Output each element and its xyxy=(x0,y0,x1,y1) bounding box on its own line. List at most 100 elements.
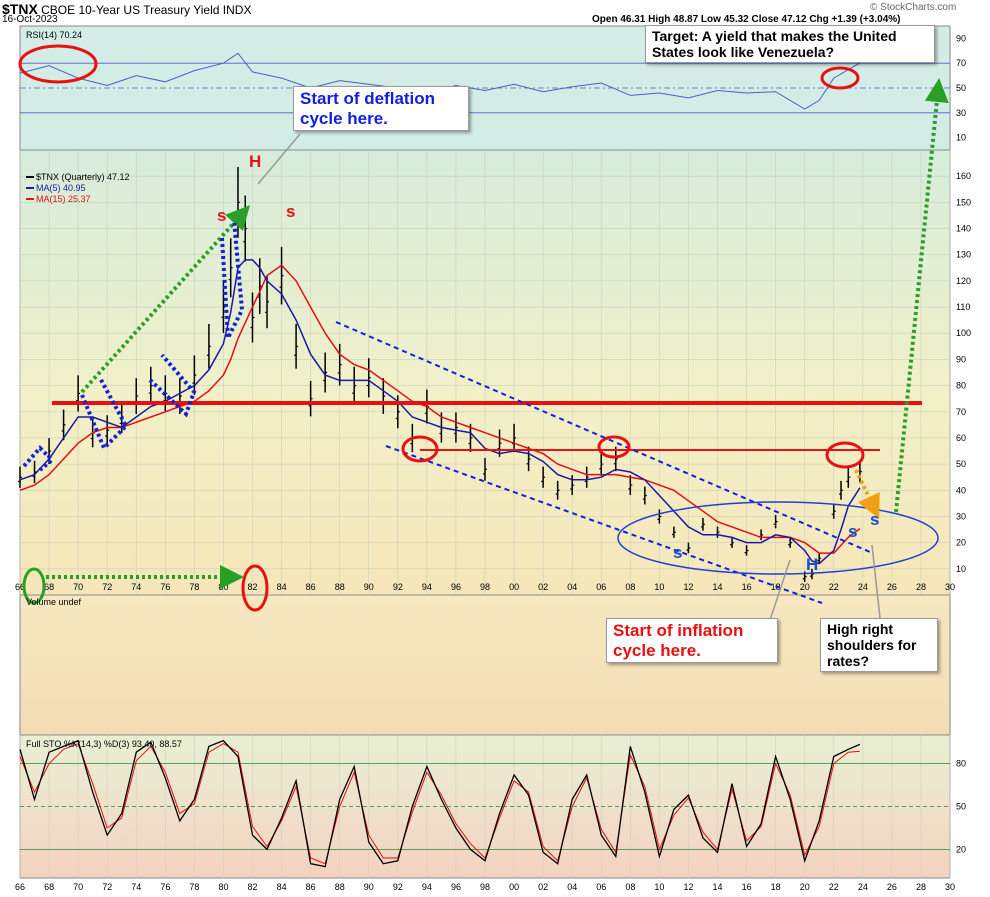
price-x-tick: 20 xyxy=(800,582,810,592)
price-x-tick: 10 xyxy=(654,582,664,592)
sto-y-tick: 50 xyxy=(956,802,966,812)
price-x-tick: 86 xyxy=(306,582,316,592)
circle-2007 xyxy=(597,435,631,459)
flag-1980 xyxy=(220,219,245,346)
symbol-name: CBOE 10-Year US Treasury Yield INDX xyxy=(41,3,252,17)
inflation-text: Start of inflation cycle here. xyxy=(613,621,744,660)
price-y-tick: 60 xyxy=(956,433,966,443)
inv-right-shoulder-label: s xyxy=(848,522,858,541)
right-shoulder-label: s xyxy=(286,202,296,221)
rsi-circle-left xyxy=(18,44,98,84)
circle-2023 xyxy=(825,441,865,469)
price-x-tick: 88 xyxy=(335,582,345,592)
rsi-y-tick: 50 xyxy=(956,83,966,93)
shoulders-callout: High right shoulders for rates? xyxy=(820,618,938,673)
price-y-tick: 160 xyxy=(956,171,971,181)
price-x-tick: 28 xyxy=(916,582,926,592)
sto-title: Full STO %K(14,3) %D(3) 93.40, 88.57 xyxy=(26,739,182,749)
sto-x-tick: 90 xyxy=(364,882,374,892)
sto-x-tick: 92 xyxy=(393,882,403,892)
inflation-callout: Start of inflation cycle here. xyxy=(606,618,778,664)
sto-x-tick: 00 xyxy=(509,882,519,892)
price-y-tick: 110 xyxy=(956,302,970,312)
price-y-tick: 140 xyxy=(956,224,971,234)
orange-arrow-down xyxy=(854,469,880,519)
price-y-tick: 100 xyxy=(956,328,971,338)
price-x-tick: 96 xyxy=(451,582,461,592)
sto-x-tick: 26 xyxy=(887,882,897,892)
price-x-tick: 68 xyxy=(44,582,54,592)
sto-x-tick: 78 xyxy=(189,882,199,892)
rsi-y-tick: 30 xyxy=(956,108,966,118)
sto-x-tick: 88 xyxy=(335,882,345,892)
price-x-tick: 90 xyxy=(364,582,374,592)
price-x-tick: 92 xyxy=(393,582,403,592)
sto-x-tick: 24 xyxy=(858,882,868,892)
price-x-tick: 66 xyxy=(15,582,25,592)
inv-left-shoulder-label: s xyxy=(673,543,683,562)
price-y-tick: 50 xyxy=(956,459,966,469)
flag-1967 xyxy=(22,445,55,472)
watermark: © StockCharts.com xyxy=(870,2,957,13)
price-y-tick: 90 xyxy=(956,354,966,364)
target-text: Target: A yield that makes the United St… xyxy=(652,28,897,61)
rsi-circle-right xyxy=(820,66,860,90)
sto-x-tick: 72 xyxy=(102,882,112,892)
sto-x-tick: 70 xyxy=(73,882,83,892)
price-y-tick: 30 xyxy=(956,511,966,521)
sto-x-tick: 10 xyxy=(654,882,664,892)
channel-upper xyxy=(335,321,871,553)
price-x-tick: 02 xyxy=(538,582,548,592)
price-y-tick: 70 xyxy=(956,407,966,417)
stochastic-layer xyxy=(19,739,950,868)
price-x-tick: 26 xyxy=(887,582,897,592)
price-x-tick: 84 xyxy=(277,582,287,592)
price-x-tick: 82 xyxy=(248,582,258,592)
rsi-y-tick: 10 xyxy=(956,133,966,143)
sto-x-tick: 12 xyxy=(683,882,693,892)
flag-1975 xyxy=(148,353,197,418)
annotation-layer xyxy=(18,44,949,621)
sto-x-tick: 84 xyxy=(277,882,287,892)
sto-x-tick: 28 xyxy=(916,882,926,892)
date: 16-Oct-2023 xyxy=(2,14,58,25)
sto-x-tick: 68 xyxy=(44,882,54,892)
sto-x-tick: 30 xyxy=(945,882,955,892)
volume-title: Volume undef xyxy=(26,597,82,607)
sto-x-tick: 02 xyxy=(538,882,548,892)
price-x-tick: 70 xyxy=(73,582,83,592)
sto-x-tick: 06 xyxy=(596,882,606,892)
price-x-tick: 30 xyxy=(945,582,955,592)
target-callout: Target: A yield that makes the United St… xyxy=(645,25,935,64)
price-x-tick: 00 xyxy=(509,582,519,592)
sto-x-tick: 98 xyxy=(480,882,490,892)
price-x-tick: 16 xyxy=(742,582,752,592)
sto-x-tick: 76 xyxy=(160,882,170,892)
sto-y-tick: 80 xyxy=(956,759,966,769)
price-x-tick: 04 xyxy=(567,582,577,592)
price-legend-entry: MA(15) 25.37 xyxy=(36,194,91,204)
flag-1970 xyxy=(80,377,129,452)
ma15-line xyxy=(19,264,861,554)
price-x-tick: 94 xyxy=(422,582,432,592)
price-x-tick: 78 xyxy=(189,582,199,592)
circle-1966 xyxy=(22,567,46,605)
circle-1994 xyxy=(401,435,439,463)
rsi-y-tick: 70 xyxy=(956,58,966,68)
ma5-line xyxy=(19,259,861,565)
ohlc: Open 46.31 High 48.87 Low 45.32 Close 47… xyxy=(592,14,901,25)
price-legend-entry: MA(5) 40.95 xyxy=(36,183,86,193)
sto-x-tick: 20 xyxy=(800,882,810,892)
price-x-tick: 98 xyxy=(480,582,490,592)
deflation-text: Start of deflation cycle here. xyxy=(300,89,436,128)
price-y-tick: 120 xyxy=(956,276,971,286)
shoulders-text: High right shoulders for rates? xyxy=(827,621,917,670)
sto-x-tick: 82 xyxy=(248,882,258,892)
future-shoulder-label: s xyxy=(870,510,880,529)
sto-x-tick: 22 xyxy=(829,882,839,892)
sto-x-tick: 80 xyxy=(218,882,228,892)
price-y-tick: 130 xyxy=(956,250,971,260)
price-x-tick: 24 xyxy=(858,582,868,592)
price-y-tick: 80 xyxy=(956,381,966,391)
price-y-tick: 40 xyxy=(956,485,966,495)
